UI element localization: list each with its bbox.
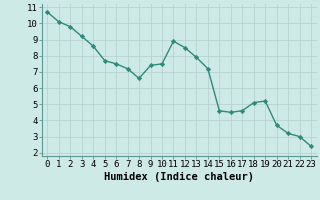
- X-axis label: Humidex (Indice chaleur): Humidex (Indice chaleur): [104, 172, 254, 182]
